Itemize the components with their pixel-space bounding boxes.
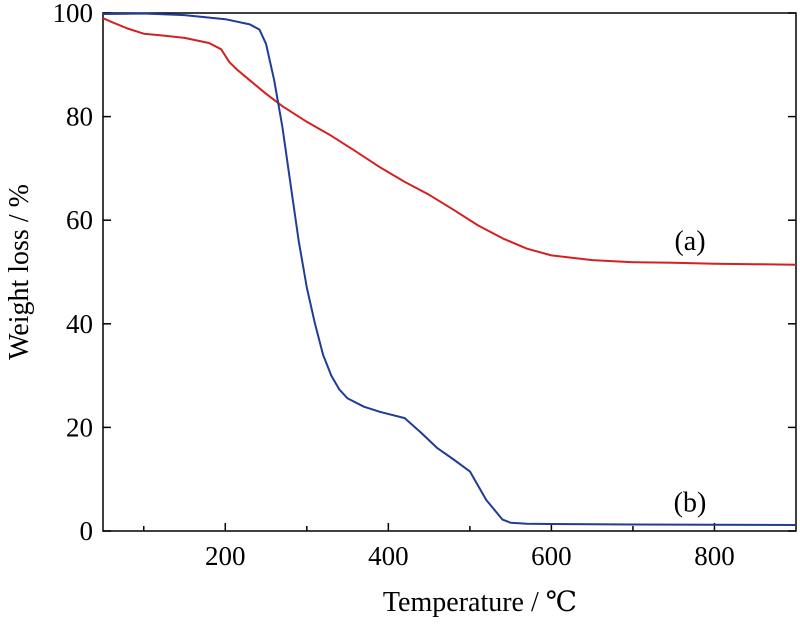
series-labels: (a) (b)	[674, 226, 707, 519]
y-tick-label: 20	[66, 412, 93, 442]
y-tick-label: 80	[66, 102, 93, 132]
x-axis-title: Temperature / ℃	[383, 587, 577, 618]
series-line-a	[102, 17, 797, 266]
plot-frame	[102, 12, 797, 532]
y-tick-label: 60	[66, 205, 93, 235]
y-axis-ticks: 0 20 40 60 80 100	[53, 0, 796, 546]
x-tick-label: 600	[531, 541, 572, 571]
series-label-a: (a)	[674, 226, 705, 257]
y-tick-label: 40	[66, 309, 93, 339]
y-axis-title: Weight loss / %	[4, 184, 35, 360]
series-label-b: (b)	[674, 488, 707, 519]
x-tick-label: 200	[205, 541, 246, 571]
x-axis-ticks: 200 400 600 800	[143, 523, 735, 571]
y-tick-label: 100	[53, 0, 94, 28]
series-lines	[102, 12, 797, 526]
y-tick-label: 0	[80, 516, 94, 546]
series-line-b	[102, 12, 797, 526]
x-tick-label: 400	[368, 541, 409, 571]
x-tick-label: 800	[694, 541, 735, 571]
